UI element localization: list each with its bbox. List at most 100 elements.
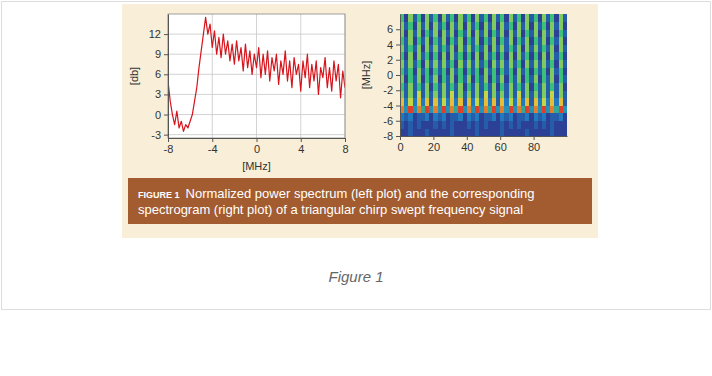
heatmap-cell (525, 60, 529, 68)
caption-text: Normalized power spectrum (left plot) an… (138, 186, 535, 217)
heatmap-cell (463, 22, 467, 30)
heatmap-cell (488, 29, 492, 37)
heatmap-cell (450, 67, 454, 75)
heatmap-cell (446, 75, 450, 83)
heatmap-cell (504, 14, 508, 22)
heatmap-cell (438, 113, 442, 121)
heatmap-cell (413, 29, 417, 37)
heatmap-cell (442, 45, 446, 53)
heatmap-cell (446, 90, 450, 98)
heatmap-cell (559, 98, 563, 106)
tick-mark (212, 138, 213, 142)
heatmap-cell (446, 106, 450, 114)
heatmap-cell (425, 106, 429, 114)
heatmap-cell (479, 128, 483, 136)
tick-mark (345, 138, 346, 142)
heatmap-cell (504, 90, 508, 98)
heatmap-cell (429, 113, 433, 121)
heatmap-cell (554, 83, 558, 91)
heatmap-cell (550, 14, 554, 22)
heatmap-cell (471, 37, 475, 45)
heatmap-cell (484, 14, 488, 22)
heatmap-cell (500, 60, 504, 68)
heatmap-cell (517, 128, 521, 136)
heatmap-cell (525, 121, 529, 129)
heatmap-cell (442, 90, 446, 98)
heatmap-cell (521, 90, 525, 98)
heatmap-cell (509, 113, 513, 121)
heatmap-cell (492, 113, 496, 121)
heatmap-cell (458, 67, 462, 75)
heatmap-cell (433, 52, 437, 60)
heatmap-cell (454, 37, 458, 45)
heatmap-cell (525, 22, 529, 30)
heatmap-cell (438, 14, 442, 22)
heatmap-cell (454, 22, 458, 30)
heatmap-cell (442, 121, 446, 129)
heatmap-cell (538, 52, 542, 60)
heatmap-cell (563, 52, 567, 60)
heatmap-cell (542, 37, 546, 45)
heatmap-cell (563, 22, 567, 30)
heatmap-cell (475, 90, 479, 98)
heatmap-cell (450, 106, 454, 114)
heatmap-cell (429, 45, 433, 53)
heatmap-cell (413, 128, 417, 136)
tick-mark (396, 106, 400, 107)
tick: -3 (151, 129, 168, 141)
heatmap-cell (546, 14, 550, 22)
heatmap-cell (425, 45, 429, 53)
tick: 6 (155, 68, 168, 80)
heatmap-cell (525, 75, 529, 83)
heatmap-cell (496, 67, 500, 75)
heatmap-cell (408, 14, 412, 22)
heatmap-cell (408, 75, 412, 83)
heatmap-cell (509, 45, 513, 53)
heatmap-cell (559, 128, 563, 136)
heatmap-cell (454, 98, 458, 106)
heatmap-cell (488, 98, 492, 106)
heatmap-cell (550, 113, 554, 121)
heatmap-cell (429, 52, 433, 60)
heatmap-cell (454, 83, 458, 91)
heatmap-cell (479, 90, 483, 98)
heatmap-cell (479, 37, 483, 45)
heatmap-cell (500, 75, 504, 83)
heatmap-cell (429, 75, 433, 83)
figure-container: -8-4048-3036912[MHz][db]020406080-8-6-4-… (0, 0, 712, 376)
heatmap-cell (417, 14, 421, 22)
heatmap-cell (413, 14, 417, 22)
heatmap-cell (504, 121, 508, 129)
heatmap-cell (479, 45, 483, 53)
heatmap-cell (521, 37, 525, 45)
heatmap-cell (559, 106, 563, 114)
heatmap-cell (475, 83, 479, 91)
heatmap-cell (458, 60, 462, 68)
heatmap-cell (517, 37, 521, 45)
heatmap-cell (504, 75, 508, 83)
tick: 3 (155, 88, 168, 100)
heatmap-cell (500, 128, 504, 136)
grid-line (168, 54, 345, 55)
heatmap-cell (534, 22, 538, 30)
y-axis-title: [db] (128, 67, 140, 85)
heatmap-cell (413, 83, 417, 91)
heatmap-cell (408, 52, 412, 60)
heatmap-cell (496, 90, 500, 98)
grid-line (256, 14, 257, 138)
heatmap-cell (538, 60, 542, 68)
heatmap-cell (517, 60, 521, 68)
caption-bar (128, 178, 592, 224)
tick: -8 (164, 138, 174, 155)
heatmap-cell (496, 106, 500, 114)
heatmap-cell (404, 14, 408, 22)
heatmap-cell (454, 67, 458, 75)
heatmap-cell (429, 14, 433, 22)
heatmap-cell (454, 75, 458, 83)
heatmap-cell (496, 14, 500, 22)
heatmap-cell (559, 75, 563, 83)
heatmap-cell (463, 67, 467, 75)
heatmap-cell (484, 83, 488, 91)
heatmap-cell (559, 29, 563, 37)
tick-mark (164, 94, 168, 95)
